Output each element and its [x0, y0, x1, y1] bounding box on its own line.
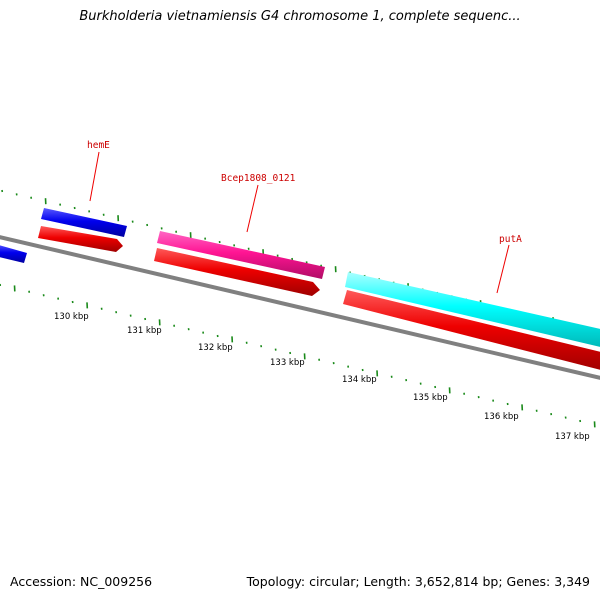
gene-reverse-red-3[interactable]: [343, 290, 600, 371]
scale-label: 135 kbp: [413, 393, 448, 403]
backbone: [0, 235, 600, 380]
inner-tick-ring: [0, 283, 596, 428]
gene-hemE[interactable]: [41, 208, 127, 237]
gene-putA[interactable]: [345, 272, 600, 348]
accession-label: Accession: NC_009256: [10, 574, 153, 589]
scale-label: 132 kbp: [198, 343, 233, 353]
scale-label: 134 kbp: [342, 375, 377, 385]
scale-label: 133 kbp: [270, 358, 305, 368]
putA-leader: [496, 244, 510, 294]
gene-label-putA[interactable]: putA: [499, 234, 522, 245]
scale-label: 137 kbp: [555, 432, 590, 442]
gene-forward-blue-left[interactable]: [0, 244, 27, 263]
gene-label-hemE[interactable]: hemE: [87, 140, 110, 151]
scale-label: 136 kbp: [484, 412, 519, 422]
gene-reverse-red-2[interactable]: [154, 248, 320, 296]
hemE-leader: [89, 151, 100, 202]
map-title: Burkholderia vietnamiensis G4 chromosome…: [79, 9, 521, 24]
gene-label-bcep1808-0121[interactable]: Bcep1808_0121: [221, 173, 296, 184]
scale-label: 131 kbp: [127, 326, 162, 336]
genome-summary: Topology: circular; Length: 3,652,814 bp…: [246, 574, 590, 589]
bcep-leader: [246, 184, 259, 233]
gene-bcep1808-0121[interactable]: [157, 231, 325, 279]
scale-label: 130 kbp: [54, 312, 89, 322]
gene-reverse-red-1[interactable]: [38, 226, 123, 252]
